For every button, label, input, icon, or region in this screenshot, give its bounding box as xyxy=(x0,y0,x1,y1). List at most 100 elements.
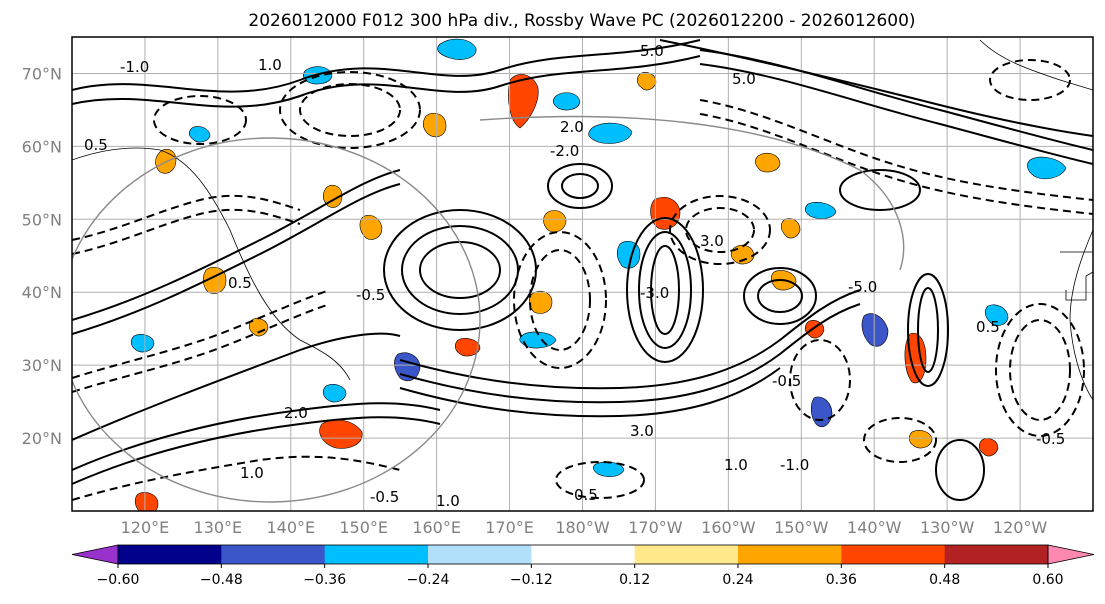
colorbar-tick-label: 0.60 xyxy=(1032,572,1063,588)
longitude-tick-label: 130°E xyxy=(194,518,243,537)
divergence-blob xyxy=(1027,156,1067,180)
colorbar-tick-label: −0.24 xyxy=(407,572,450,588)
contour-label: 1.0 xyxy=(240,464,264,482)
contour-label: 1.0 xyxy=(258,56,282,74)
longitude-tick-label: 170°E xyxy=(485,518,534,537)
contour-label: -1.0 xyxy=(120,58,149,76)
contour-label: -2.0 xyxy=(550,142,579,160)
positive-contour xyxy=(626,217,704,363)
contour-label: 0.5 xyxy=(976,318,1000,336)
longitude-tick-label: 160°E xyxy=(412,518,461,537)
negative-contour xyxy=(153,95,247,145)
colorbar-tick-label: 0.48 xyxy=(929,572,960,588)
colorbar-tick-label: −0.60 xyxy=(97,572,140,588)
contour-label: -0.5 xyxy=(356,286,385,304)
colorbar-extend-max xyxy=(1047,544,1095,565)
divergence-blob xyxy=(592,461,625,477)
latitude-tick-label: 40°N xyxy=(22,283,62,302)
colorbar-tick-label: 0.36 xyxy=(826,572,857,588)
contour-label: -0.5 xyxy=(370,488,399,506)
contour-label: 5.0 xyxy=(640,42,664,60)
colorbar-swatch xyxy=(324,545,429,564)
divergence-blob xyxy=(978,438,999,457)
colorbar-swatch xyxy=(634,545,739,564)
contour-label: 1.0 xyxy=(436,492,460,510)
positive-contour xyxy=(757,279,803,313)
contour-label: 3.0 xyxy=(700,232,724,250)
negative-contour xyxy=(72,208,301,255)
contour-label: -1.0 xyxy=(780,456,809,474)
colorbar-swatch xyxy=(428,545,532,564)
positive-contour xyxy=(699,63,1093,165)
contour-label: -3.0 xyxy=(640,284,669,302)
divergence-blob xyxy=(904,332,927,384)
coastline xyxy=(1060,251,1093,301)
negative-contour xyxy=(995,303,1085,437)
positive-contour xyxy=(839,169,921,211)
negative-contour xyxy=(989,59,1071,101)
divergence-blob xyxy=(543,210,567,233)
negative-contour xyxy=(789,339,851,421)
positive-contour xyxy=(72,169,401,321)
positive-contour xyxy=(72,39,701,93)
positive-contour xyxy=(399,367,781,418)
longitude-tick-label: 160°W xyxy=(701,518,756,537)
negative-contour xyxy=(513,231,607,369)
latitude-tick-label: 30°N xyxy=(22,356,62,375)
divergence-blob xyxy=(650,197,681,230)
coastline xyxy=(1069,229,1093,401)
figure-title: 2026012000 F012 300 hPa div., Rossby Wav… xyxy=(248,11,915,31)
positive-contour xyxy=(72,55,701,108)
latitude-tick-label: 60°N xyxy=(22,137,62,156)
contour-label: 2.0 xyxy=(284,404,308,422)
colorbar-tick-label: 0.12 xyxy=(619,572,650,588)
positive-contour xyxy=(638,231,692,349)
negative-contour xyxy=(555,461,645,499)
negative-contour xyxy=(685,207,755,253)
negative-contour xyxy=(1009,319,1071,421)
longitude-axis: 120°E 130°E 140°E 150°E 160°E 170°E 180°W 170°W… xyxy=(121,518,1048,537)
colorbar-swatch xyxy=(738,545,842,564)
positive-contour xyxy=(72,183,401,335)
divergence-blob xyxy=(908,430,933,449)
positive-contour xyxy=(935,439,985,501)
colorbar-swatch xyxy=(841,545,946,564)
contour-label: 3.0 xyxy=(630,422,654,440)
latitude-axis: 70°N 60°N 50°N 40°N 30°N 20°N xyxy=(22,64,62,448)
contour-label: 0.5 xyxy=(574,486,598,504)
colorbar-extend-min xyxy=(71,544,119,565)
divergence-blob xyxy=(754,152,781,173)
divergence-blob xyxy=(134,492,159,511)
latitude-tick-label: 20°N xyxy=(22,429,62,448)
latitude-tick-label: 50°N xyxy=(22,210,62,229)
contour-label: 2.0 xyxy=(560,118,584,136)
positive-contour xyxy=(72,416,441,485)
contour-label: 0.5 xyxy=(84,136,108,154)
divergence-blob xyxy=(422,113,447,138)
divergence-blob xyxy=(552,92,581,111)
positive-contour xyxy=(72,332,401,441)
divergence-blob xyxy=(248,318,269,337)
colorbar-swatch xyxy=(531,545,636,564)
contour-label: 0.5 xyxy=(228,274,252,292)
divergence-blob xyxy=(437,38,477,60)
positive-contour xyxy=(547,163,613,209)
longitude-tick-label: 120°E xyxy=(121,518,170,537)
longitude-tick-label: 150°W xyxy=(774,518,829,537)
negative-contour xyxy=(299,83,401,137)
colorbar-tick-label: −0.36 xyxy=(303,572,346,588)
longitude-tick-label: 170°W xyxy=(628,518,683,537)
longitude-tick-label: 130°W xyxy=(920,518,975,537)
positive-contour xyxy=(561,173,599,199)
positive-contour xyxy=(399,289,861,390)
map-panel: 5.0 5.0 3.0 3.0 2.0 2.0 1.0 1.0 1.0 1.0 … xyxy=(71,36,1094,512)
negative-contour xyxy=(72,455,401,501)
negative-contour xyxy=(699,113,1093,215)
colorbar: −0.60 −0.48 −0.36 −0.24 −0.12 0.12 0.24 0.36 0.4… xyxy=(71,544,1095,588)
contour-label: 5.0 xyxy=(732,70,756,88)
negative-contour xyxy=(669,195,771,265)
colorbar-swatch xyxy=(118,545,222,564)
positive-contour xyxy=(743,267,817,325)
coastline xyxy=(979,39,1093,91)
divergence-blob xyxy=(528,290,553,314)
